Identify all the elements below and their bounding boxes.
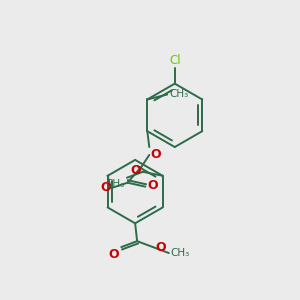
Text: CH₃: CH₃ [169, 88, 188, 98]
Text: CH₃: CH₃ [106, 179, 125, 189]
Text: O: O [100, 181, 111, 194]
Text: O: O [150, 148, 161, 161]
Text: Cl: Cl [169, 54, 181, 67]
Text: CH₃: CH₃ [171, 248, 190, 258]
Text: O: O [130, 164, 141, 177]
Text: O: O [155, 241, 166, 254]
Text: O: O [147, 179, 158, 192]
Text: O: O [109, 248, 119, 261]
